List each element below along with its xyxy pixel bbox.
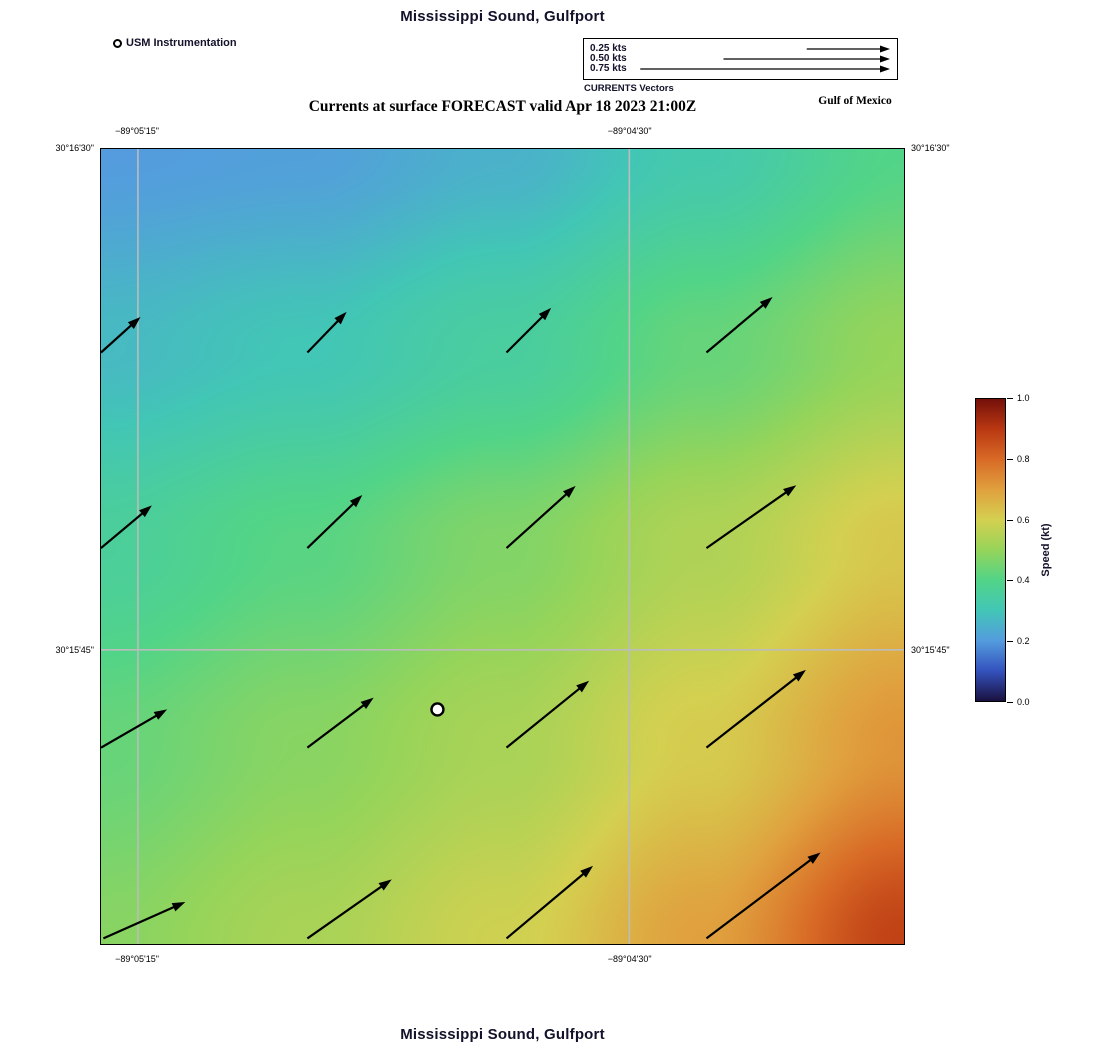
current-vector-shaft xyxy=(505,870,588,940)
current-vector-head xyxy=(580,865,594,878)
current-vector-head xyxy=(360,697,374,710)
colorbar-tick-label: 0.2 xyxy=(1017,636,1030,647)
vector-legend-entry-label: 0.75 kts xyxy=(590,63,627,74)
vector-legend-arrows xyxy=(640,45,890,73)
lat-tick-label-right: 30°16'30" xyxy=(911,143,950,153)
current-vector-head xyxy=(576,680,590,693)
legend-arrow-head xyxy=(880,55,890,63)
figure-title-top: Mississippi Sound, Gulfport xyxy=(400,8,605,25)
current-vector-shaft xyxy=(306,701,368,749)
vector-overlay xyxy=(101,149,904,944)
legend-arrow-head xyxy=(880,45,890,53)
colorbar-tick-mark xyxy=(1007,641,1013,643)
colorbar-tick-label: 1.0 xyxy=(1017,393,1030,403)
current-vector-head xyxy=(807,852,821,864)
colorbar-tick-label: 0.8 xyxy=(1017,453,1030,464)
current-vector-head xyxy=(349,495,363,508)
colorbar-tick-label: 0.4 xyxy=(1017,575,1030,586)
current-vector-shaft xyxy=(505,685,584,749)
colorbar-tick-mark xyxy=(1007,702,1013,703)
current-vector-shaft xyxy=(505,490,571,549)
speed-heatmap-canvas xyxy=(101,149,904,944)
current-vector-head xyxy=(378,879,392,891)
colorbar xyxy=(975,398,1006,702)
station-legend-label: USM Instrumentation xyxy=(126,37,237,49)
colorbar-tick-mark xyxy=(1007,580,1013,582)
station-legend: USM Instrumentation xyxy=(113,37,237,49)
current-vector-shaft xyxy=(102,904,179,940)
current-vector-shaft xyxy=(306,883,386,940)
station-marker-icon xyxy=(113,38,122,48)
current-vector-shaft xyxy=(101,712,161,749)
lat-tick-label-right: 30°15'45" xyxy=(911,645,950,656)
colorbar-title: Speed (kt) xyxy=(1040,523,1052,577)
vector-legend-box: 0.25 kts 0.50 kts 0.75 kts xyxy=(583,38,898,80)
usm-station-marker xyxy=(430,702,445,717)
current-vector-head xyxy=(538,307,552,321)
lat-tick-label-left: 30°16'30" xyxy=(55,143,94,153)
current-vector-head xyxy=(171,901,186,912)
current-vector-head xyxy=(562,485,576,498)
current-vector-shaft xyxy=(505,313,546,354)
legend-arrow-head xyxy=(880,65,890,73)
lon-tick-label-bottom: −89°04'30" xyxy=(607,954,652,964)
current-vector-shaft xyxy=(705,489,790,549)
current-vector-shaft xyxy=(101,509,147,549)
lon-tick-label-top: −89°05'15" xyxy=(115,126,159,136)
colorbar-tick-mark xyxy=(1007,398,1013,399)
current-vector-shaft xyxy=(101,321,135,354)
vector-legend-caption: CURRENTS Vectors xyxy=(584,83,674,94)
current-vector-head xyxy=(759,297,773,309)
vector-legend-entry-label: 0.50 kts xyxy=(590,53,627,64)
vector-legend-entry-label: 0.25 kts xyxy=(590,43,627,54)
current-vector-shaft xyxy=(705,301,767,354)
current-speed-map xyxy=(100,148,905,945)
current-vector-head xyxy=(783,485,797,497)
colorbar-tick-mark xyxy=(1007,519,1013,521)
current-vector-shaft xyxy=(705,674,800,749)
current-vector-head xyxy=(334,311,347,325)
colorbar-tick-label: 0.0 xyxy=(1017,697,1030,707)
current-vector-head xyxy=(127,316,141,329)
figure-title-bottom: Mississippi Sound, Gulfport xyxy=(400,1026,605,1043)
current-vector-head xyxy=(153,709,168,720)
figure-subtitle: Currents at surface FORECAST valid Apr 1… xyxy=(308,98,697,115)
colorbar-tick-mark xyxy=(1007,458,1013,460)
current-vector-shaft xyxy=(306,317,342,354)
lon-tick-label-top: −89°04'30" xyxy=(607,126,652,136)
lon-tick-label-bottom: −89°05'15" xyxy=(115,954,159,964)
current-vector-head xyxy=(139,505,152,518)
current-vector-shaft xyxy=(705,856,815,940)
region-label: Gulf of Mexico xyxy=(818,95,892,107)
current-vector-shaft xyxy=(306,500,358,549)
lat-tick-label-left: 30°15'45" xyxy=(55,645,94,656)
current-vector-head xyxy=(792,669,806,682)
colorbar-tick-label: 0.6 xyxy=(1017,514,1030,525)
